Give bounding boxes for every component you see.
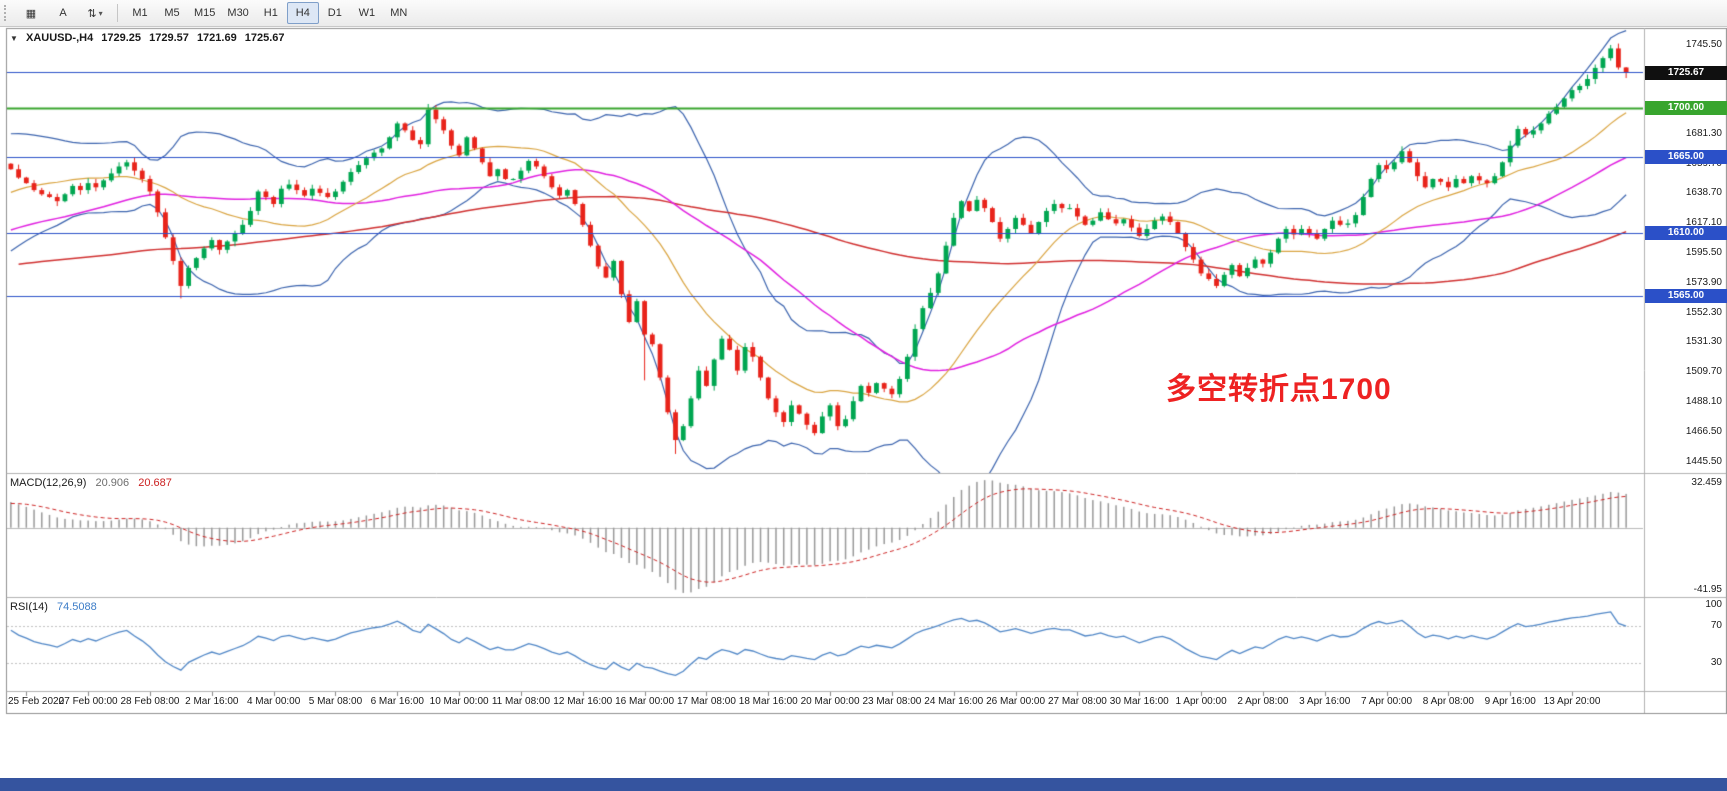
macd-axis-label: 32.459 <box>1691 477 1722 488</box>
time-axis-label: 6 Mar 16:00 <box>370 696 424 707</box>
ohlc-open: 1729.25 <box>101 32 142 44</box>
rsi-indicator-name: RSI(14) <box>10 601 48 613</box>
time-axis-label: 23 Mar 08:00 <box>862 696 922 707</box>
time-axis-label: 2 Apr 08:00 <box>1237 696 1289 707</box>
price-axis-label: 1573.90 <box>1685 277 1722 289</box>
time-axis-label: 10 Mar 00:00 <box>429 696 489 707</box>
toolbar-grip[interactable] <box>4 5 10 21</box>
price-axis-label: 1488.10 <box>1685 396 1722 408</box>
price-scale-icon: ⇅ <box>87 7 97 20</box>
rsi-axis-label: 70 <box>1710 620 1722 632</box>
toolbar: ▦ A ⇅ ▾ M1 M5 M15 M30 H1 H4 D1 W1 MN <box>0 0 1727 27</box>
time-axis-label: 12 Mar 16:00 <box>553 696 613 707</box>
time-axis-label: 18 Mar 16:00 <box>738 696 798 707</box>
price-badge-1565-00: 1565.00 <box>1645 288 1727 303</box>
timeframe-button-h4[interactable]: H4 <box>286 2 319 24</box>
time-axis-label: 24 Mar 16:00 <box>924 696 984 707</box>
ohlc-close: 1725.67 <box>244 32 285 44</box>
price-badge-1725-67: 1725.67 <box>1645 65 1727 80</box>
timeframe-button-h1[interactable]: H1 <box>263 7 278 19</box>
macd-axis-label: -41.95 <box>1693 584 1722 595</box>
price-axis-label: 1531.30 <box>1685 336 1722 348</box>
rsi-value: 74.5088 <box>56 601 97 613</box>
chart-text-annotation[interactable]: 多空转折点1700 <box>1166 373 1392 406</box>
time-axis-label: 27 Feb 00:00 <box>58 696 118 707</box>
timeframe-button-mn[interactable]: MN <box>390 7 408 19</box>
timeframe-button-m15[interactable]: M15 <box>194 7 216 19</box>
price-badge-1700-00: 1700.00 <box>1645 101 1727 116</box>
rsi-pane-label: RSI(14) 74.5088 <box>10 601 103 613</box>
price-axis-label: 1745.50 <box>1685 38 1722 50</box>
time-axis-label: 26 Mar 00:00 <box>986 696 1046 707</box>
time-axis-label: 4 Mar 00:00 <box>246 696 301 707</box>
time-axis-label: 7 Apr 00:00 <box>1360 696 1413 707</box>
price-axis-label: 1466.50 <box>1685 426 1722 438</box>
timeframe-button-m30[interactable]: M30 <box>227 7 249 19</box>
rsi-axis-label: 30 <box>1710 656 1722 668</box>
chart-window-icon[interactable]: ▦ <box>15 2 47 24</box>
price-axis-label: 1509.70 <box>1685 366 1722 378</box>
macd-pane-label: MACD(12,26,9) 20.906 20.687 <box>10 477 178 489</box>
time-axis-label: 28 Feb 08:00 <box>120 696 180 707</box>
chart-dropdown-icon[interactable]: ▼ <box>10 34 18 43</box>
ohlc-high: 1729.57 <box>149 32 189 44</box>
time-axis-label: 3 Apr 16:00 <box>1299 696 1351 707</box>
time-axis-label: 11 Mar 08:00 <box>491 696 551 707</box>
price-scale-icon[interactable]: ⇅ ▾ <box>79 2 111 24</box>
cursor-a-icon[interactable]: A <box>47 2 79 24</box>
price-badge-1665-00: 1665.00 <box>1645 149 1727 164</box>
time-axis-label: 13 Apr 20:00 <box>1543 696 1601 707</box>
toolbar-separator <box>117 4 118 22</box>
time-axis-label: 27 Mar 08:00 <box>1047 696 1107 707</box>
time-axis-label: 9 Apr 16:00 <box>1484 696 1536 707</box>
price-badge-1610-00: 1610.00 <box>1645 226 1727 241</box>
chart-window-icon: ▦ <box>25 7 37 20</box>
time-axis-label: 20 Mar 00:00 <box>800 696 860 707</box>
time-axis-label: 16 Mar 00:00 <box>615 696 675 707</box>
price-axis-label: 1638.70 <box>1685 187 1722 199</box>
time-axis-label: 30 Mar 16:00 <box>1109 696 1169 707</box>
price-axis-label: 1552.30 <box>1685 307 1722 319</box>
chart-title: ▼ XAUUSD-,H4 1729.25 1729.57 1721.69 172… <box>10 32 290 44</box>
macd-main-value: 20.906 <box>95 477 130 489</box>
macd-indicator-name: MACD(12,26,9) <box>10 477 87 489</box>
time-axis-label: 2 Mar 16:00 <box>185 696 239 707</box>
macd-signal-value: 20.687 <box>138 477 172 489</box>
price-axis-label: 1681.30 <box>1685 128 1722 140</box>
ohlc-low: 1721.69 <box>196 32 237 44</box>
price-axis-label: 1445.50 <box>1685 455 1722 467</box>
time-axis-label: 5 Mar 08:00 <box>308 696 363 707</box>
timeframe-button-m5[interactable]: M5 <box>164 7 180 19</box>
time-axis-label: 25 Feb 2020 <box>8 696 65 707</box>
time-axis-label: 8 Apr 08:00 <box>1422 696 1474 707</box>
timeframe-button-w1[interactable]: W1 <box>358 7 376 19</box>
rsi-axis-label: 100 <box>1705 599 1722 610</box>
timeframe-button-m1[interactable]: M1 <box>132 7 148 19</box>
chart-symbol-timeframe: XAUUSD-,H4 <box>25 32 94 44</box>
timeframe-button-d1[interactable]: D1 <box>327 7 342 19</box>
time-axis-label: 17 Mar 08:00 <box>676 696 736 707</box>
price-axis-label: 1617.10 <box>1685 217 1722 229</box>
taskbar-strip <box>0 778 1727 791</box>
time-axis-label: 1 Apr 00:00 <box>1175 696 1227 707</box>
price-axis-label: 1595.50 <box>1685 247 1722 259</box>
dropdown-caret-icon: ▾ <box>98 8 103 18</box>
cursor-a-icon: A <box>59 7 67 19</box>
